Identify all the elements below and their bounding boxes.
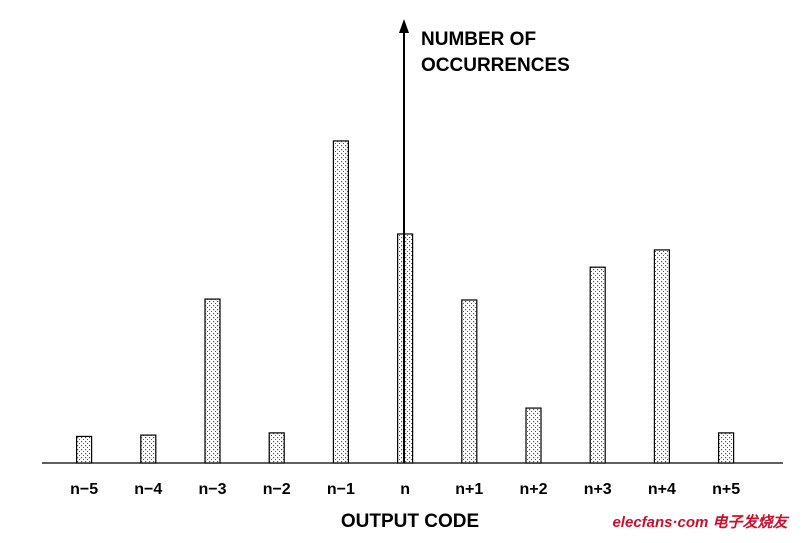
bars — [75, 140, 735, 464]
x-tick-label: n+3 — [584, 481, 612, 498]
y-axis-label: OCCURRENCES — [421, 55, 570, 76]
bar — [717, 432, 735, 464]
x-tick-label: n+2 — [519, 481, 547, 498]
x-tick-label: n+5 — [712, 481, 740, 498]
x-tick-label: n−2 — [263, 481, 291, 498]
x-tick-label: n−1 — [327, 481, 355, 498]
bar — [461, 299, 478, 464]
x-tick-label: n+4 — [648, 481, 676, 498]
bar — [268, 432, 285, 464]
bar — [525, 407, 542, 464]
bar — [653, 249, 671, 464]
bar — [75, 435, 93, 464]
bar — [140, 434, 157, 464]
x-tick-label: n — [400, 481, 410, 498]
bar — [204, 298, 221, 464]
bar — [589, 266, 606, 464]
x-tick-label: n+1 — [455, 481, 483, 498]
watermark: elecfans·com 电子发烧友 — [612, 514, 789, 531]
x-tick-label: n−4 — [134, 481, 162, 498]
x-tick-label: n−5 — [70, 481, 98, 498]
bar — [332, 140, 349, 464]
y-axis-arrow — [399, 19, 409, 33]
x-tick-label: n−3 — [198, 481, 226, 498]
bar — [397, 233, 414, 464]
y-axis-label: NUMBER OF — [421, 29, 536, 50]
x-axis-label: OUTPUT CODE — [341, 511, 479, 532]
